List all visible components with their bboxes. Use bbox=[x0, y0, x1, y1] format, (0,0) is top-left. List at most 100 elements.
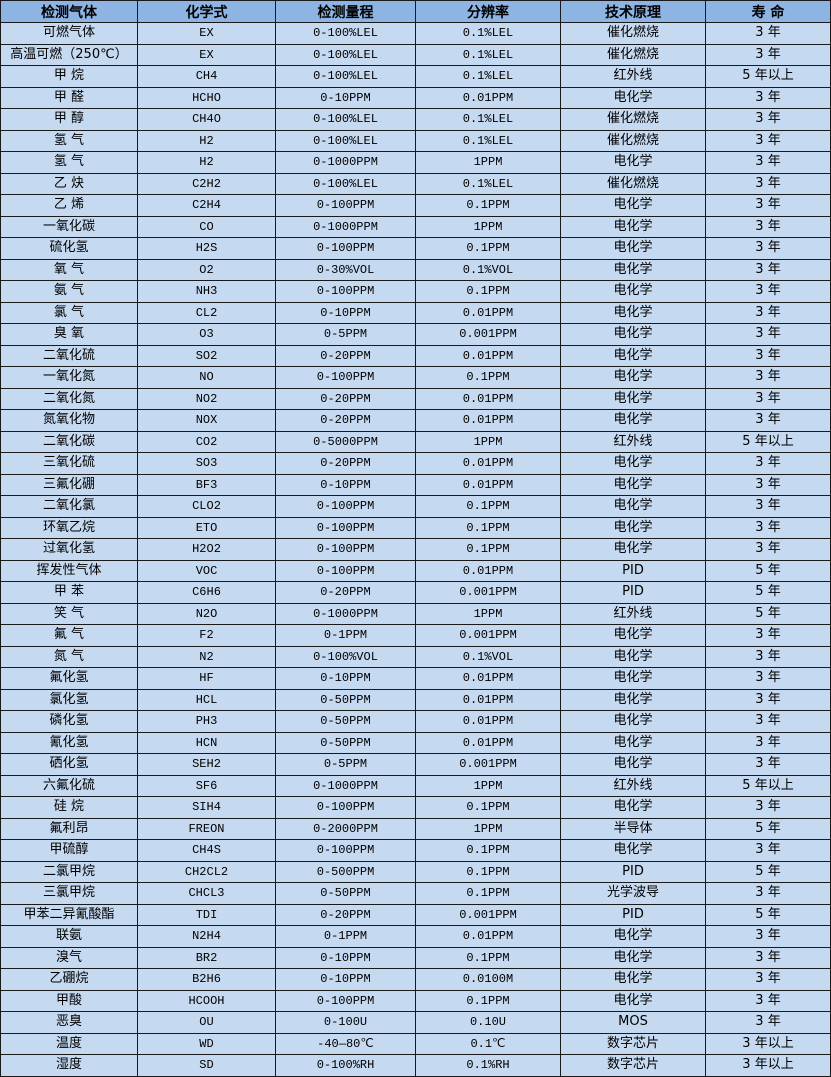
cell-lifespan: 3 年 bbox=[705, 538, 831, 561]
table-row: 甲 醇 CH4O 0-100%LEL 0.1%LEL 催化燃烧 3 年 bbox=[0, 108, 831, 131]
cell-resolution: 1PPM bbox=[415, 817, 561, 840]
table-row: 二氧化氯 CLO2 0-100PPM 0.1PPM 电化学 3 年 bbox=[0, 495, 831, 518]
cell-resolution: 1PPM bbox=[415, 215, 561, 238]
cell-gas: 二氧化氯 bbox=[0, 495, 138, 518]
cell-principle: 电化学 bbox=[560, 989, 706, 1012]
cell-formula: CO bbox=[137, 215, 276, 238]
cell-resolution: 0.01PPM bbox=[415, 387, 561, 410]
cell-range: 0-50PPM bbox=[275, 710, 416, 733]
table-row: 六氟化硫 SF6 0-1000PPM 1PPM 红外线 5 年以上 bbox=[0, 774, 831, 797]
cell-principle: 红外线 bbox=[560, 774, 706, 797]
cell-lifespan: 5 年以上 bbox=[705, 65, 831, 88]
cell-lifespan: 3 年 bbox=[705, 882, 831, 905]
cell-principle: PID bbox=[560, 581, 706, 604]
cell-range: 0-100PPM bbox=[275, 194, 416, 217]
cell-range: 0-1PPM bbox=[275, 925, 416, 948]
cell-range: 0-100PPM bbox=[275, 516, 416, 539]
header-resolution: 分辨率 bbox=[415, 0, 561, 23]
cell-lifespan: 3 年 bbox=[705, 968, 831, 991]
cell-formula: SIH4 bbox=[137, 796, 276, 819]
cell-gas: 氟 气 bbox=[0, 624, 138, 647]
cell-lifespan: 3 年 bbox=[705, 280, 831, 303]
cell-gas: 硫化氢 bbox=[0, 237, 138, 260]
cell-resolution: 0.01PPM bbox=[415, 731, 561, 754]
table-row: 甲硫醇 CH4S 0-100PPM 0.1PPM 电化学 3 年 bbox=[0, 839, 831, 862]
table-body: 可燃气体 EX 0-100%LEL 0.1%LEL 催化燃烧 3 年高温可燃（250℃） E… bbox=[0, 22, 831, 1077]
cell-gas: 高温可燃（250℃） bbox=[0, 43, 138, 66]
cell-resolution: 0.1%LEL bbox=[415, 65, 561, 88]
cell-lifespan: 3 年 bbox=[705, 796, 831, 819]
cell-gas: 湿度 bbox=[0, 1054, 138, 1077]
cell-principle: 红外线 bbox=[560, 430, 706, 453]
table-row: 一氧化碳 CO 0-1000PPM 1PPM 电化学 3 年 bbox=[0, 215, 831, 238]
cell-resolution: 0.01PPM bbox=[415, 409, 561, 432]
cell-resolution: 0.01PPM bbox=[415, 473, 561, 496]
cell-gas: 三氯甲烷 bbox=[0, 882, 138, 905]
cell-resolution: 0.1%LEL bbox=[415, 172, 561, 195]
cell-resolution: 0.01PPM bbox=[415, 301, 561, 324]
cell-formula: NH3 bbox=[137, 280, 276, 303]
cell-range: 0-20PPM bbox=[275, 581, 416, 604]
cell-range: 0-100%VOL bbox=[275, 645, 416, 668]
table-row: 恶臭 OU 0-100U 0.10U MOS 3 年 bbox=[0, 1011, 831, 1034]
cell-range: 0-10PPM bbox=[275, 968, 416, 991]
cell-formula: CH2CL2 bbox=[137, 860, 276, 883]
cell-lifespan: 5 年 bbox=[705, 559, 831, 582]
cell-gas: 恶臭 bbox=[0, 1011, 138, 1034]
cell-principle: 催化燃烧 bbox=[560, 108, 706, 131]
cell-resolution: 0.1%LEL bbox=[415, 22, 561, 45]
table-row: 甲 苯 C6H6 0-20PPM 0.001PPM PID 5 年 bbox=[0, 581, 831, 604]
cell-gas: 甲苯二异氰酸酯 bbox=[0, 903, 138, 926]
cell-gas: 三氟化硼 bbox=[0, 473, 138, 496]
cell-range: 0-100PPM bbox=[275, 559, 416, 582]
cell-gas: 甲 苯 bbox=[0, 581, 138, 604]
cell-resolution: 0.1%VOL bbox=[415, 645, 561, 668]
cell-gas: 硒化氢 bbox=[0, 753, 138, 776]
cell-formula: O2 bbox=[137, 258, 276, 281]
cell-formula: C2H4 bbox=[137, 194, 276, 217]
cell-formula: SF6 bbox=[137, 774, 276, 797]
cell-gas: 氢 气 bbox=[0, 129, 138, 152]
cell-range: 0-20PPM bbox=[275, 409, 416, 432]
table-row: 三氧化硫 SO3 0-20PPM 0.01PPM 电化学 3 年 bbox=[0, 452, 831, 475]
cell-principle: 电化学 bbox=[560, 796, 706, 819]
cell-principle: 电化学 bbox=[560, 409, 706, 432]
cell-resolution: 0.01PPM bbox=[415, 86, 561, 109]
cell-resolution: 0.01PPM bbox=[415, 452, 561, 475]
cell-lifespan: 3 年 bbox=[705, 108, 831, 131]
cell-gas: 氮 气 bbox=[0, 645, 138, 668]
cell-resolution: 0.001PPM bbox=[415, 581, 561, 604]
cell-range: 0-100%LEL bbox=[275, 108, 416, 131]
cell-gas: 二氧化氮 bbox=[0, 387, 138, 410]
cell-formula: HCOOH bbox=[137, 989, 276, 1012]
cell-resolution: 1PPM bbox=[415, 602, 561, 625]
cell-range: 0-100PPM bbox=[275, 280, 416, 303]
cell-formula: H2O2 bbox=[137, 538, 276, 561]
cell-gas: 甲 醛 bbox=[0, 86, 138, 109]
cell-lifespan: 3 年 bbox=[705, 194, 831, 217]
cell-formula: NO2 bbox=[137, 387, 276, 410]
cell-formula: BF3 bbox=[137, 473, 276, 496]
cell-gas: 臭 氧 bbox=[0, 323, 138, 346]
cell-resolution: 0.1%LEL bbox=[415, 129, 561, 152]
table-row: 氯化氢 HCL 0-50PPM 0.01PPM 电化学 3 年 bbox=[0, 688, 831, 711]
header-formula: 化学式 bbox=[137, 0, 276, 23]
cell-lifespan: 5 年以上 bbox=[705, 430, 831, 453]
cell-principle: 电化学 bbox=[560, 194, 706, 217]
cell-gas: 氮氧化物 bbox=[0, 409, 138, 432]
cell-lifespan: 3 年 bbox=[705, 710, 831, 733]
cell-formula: VOC bbox=[137, 559, 276, 582]
cell-formula: H2 bbox=[137, 129, 276, 152]
table-row: 氢 气 H2 0-100%LEL 0.1%LEL 催化燃烧 3 年 bbox=[0, 129, 831, 152]
cell-resolution: 0.1PPM bbox=[415, 989, 561, 1012]
cell-formula: EX bbox=[137, 43, 276, 66]
table-row: 二氧化氮 NO2 0-20PPM 0.01PPM 电化学 3 年 bbox=[0, 387, 831, 410]
cell-principle: 电化学 bbox=[560, 516, 706, 539]
cell-principle: PID bbox=[560, 559, 706, 582]
cell-lifespan: 3 年 bbox=[705, 925, 831, 948]
cell-range: 0-20PPM bbox=[275, 387, 416, 410]
cell-principle: 电化学 bbox=[560, 215, 706, 238]
cell-range: 0-10PPM bbox=[275, 946, 416, 969]
cell-principle: 催化燃烧 bbox=[560, 22, 706, 45]
cell-resolution: 0.1PPM bbox=[415, 946, 561, 969]
